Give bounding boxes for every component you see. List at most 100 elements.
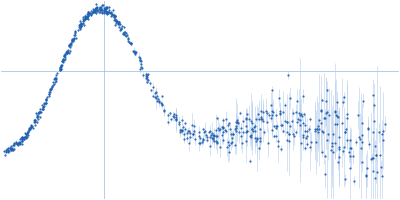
Point	[157, 102, 164, 105]
Point	[77, 24, 84, 28]
Point	[347, 138, 353, 141]
Point	[210, 134, 217, 138]
Point	[117, 23, 124, 26]
Point	[211, 133, 217, 137]
Point	[34, 115, 41, 118]
Point	[98, 5, 104, 8]
Point	[318, 109, 324, 112]
Point	[47, 86, 54, 89]
Point	[249, 127, 255, 131]
Point	[53, 79, 59, 82]
Point	[366, 143, 372, 146]
Point	[357, 137, 363, 140]
Point	[118, 28, 124, 31]
Point	[42, 102, 48, 105]
Point	[373, 170, 380, 173]
Point	[107, 14, 114, 17]
Point	[50, 83, 56, 87]
Point	[47, 88, 54, 91]
Point	[315, 130, 322, 134]
Point	[131, 49, 137, 52]
Point	[190, 132, 196, 136]
Point	[57, 68, 63, 71]
Point	[103, 12, 109, 15]
Point	[36, 115, 43, 118]
Point	[76, 27, 83, 31]
Point	[336, 148, 342, 151]
Point	[112, 14, 118, 17]
Point	[25, 134, 31, 137]
Point	[77, 22, 83, 25]
Point	[132, 50, 138, 54]
Point	[16, 141, 22, 144]
Point	[252, 124, 258, 127]
Point	[107, 11, 113, 14]
Point	[260, 111, 267, 114]
Point	[132, 50, 139, 53]
Point	[368, 158, 374, 161]
Point	[256, 139, 263, 143]
Point	[63, 51, 70, 54]
Point	[226, 151, 232, 154]
Point	[136, 59, 143, 62]
Point	[362, 175, 369, 178]
Point	[256, 118, 262, 121]
Point	[65, 50, 71, 53]
Point	[273, 113, 280, 116]
Point	[46, 91, 53, 94]
Point	[324, 88, 330, 91]
Point	[15, 142, 22, 146]
Point	[32, 118, 38, 121]
Point	[247, 159, 253, 162]
Point	[283, 131, 290, 134]
Point	[156, 100, 162, 103]
Point	[300, 136, 306, 139]
Point	[96, 11, 102, 14]
Point	[102, 9, 109, 13]
Point	[184, 132, 190, 135]
Point	[274, 125, 280, 128]
Point	[68, 37, 75, 40]
Point	[13, 141, 20, 144]
Point	[197, 142, 204, 145]
Point	[50, 80, 57, 84]
Point	[49, 85, 55, 89]
Point	[329, 133, 336, 136]
Point	[66, 51, 72, 54]
Point	[295, 118, 301, 121]
Point	[58, 64, 64, 67]
Point	[324, 138, 331, 141]
Point	[378, 132, 385, 135]
Point	[180, 126, 186, 129]
Point	[138, 60, 144, 63]
Point	[97, 8, 104, 11]
Point	[268, 110, 275, 113]
Point	[372, 154, 379, 157]
Point	[78, 22, 84, 25]
Point	[2, 150, 9, 153]
Point	[342, 127, 349, 130]
Point	[304, 135, 310, 138]
Point	[69, 39, 75, 42]
Point	[332, 141, 338, 144]
Point	[258, 109, 264, 113]
Point	[5, 149, 12, 152]
Point	[71, 36, 77, 40]
Point	[128, 41, 134, 44]
Point	[171, 113, 177, 116]
Point	[72, 29, 78, 32]
Point	[116, 21, 122, 24]
Point	[318, 121, 324, 125]
Point	[144, 80, 151, 84]
Point	[90, 8, 96, 11]
Point	[130, 49, 137, 53]
Point	[18, 137, 25, 140]
Point	[81, 16, 88, 20]
Point	[80, 15, 86, 19]
Point	[104, 11, 110, 14]
Point	[10, 147, 17, 150]
Point	[9, 147, 15, 151]
Point	[159, 103, 165, 106]
Point	[176, 122, 182, 125]
Point	[85, 17, 91, 21]
